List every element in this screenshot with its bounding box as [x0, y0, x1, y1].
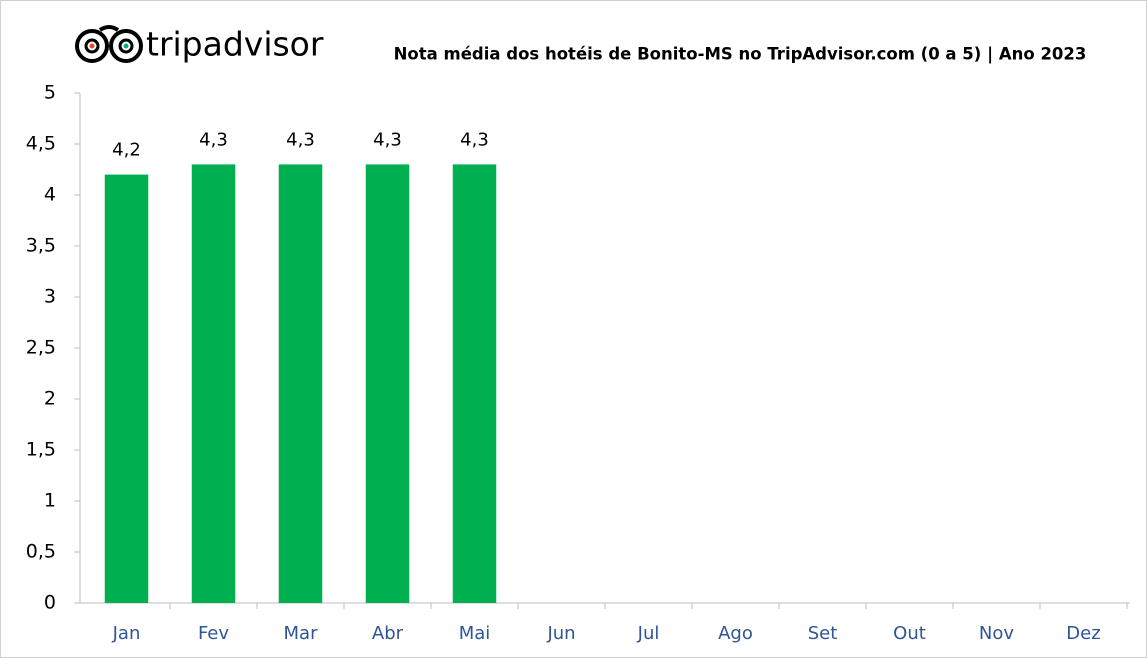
x-tick-label: Jan: [112, 623, 141, 644]
x-tick-label: Ago: [718, 623, 753, 644]
data-label: 4,2: [112, 140, 141, 161]
y-tick-label: 3,5: [26, 235, 56, 257]
data-label: 4,3: [460, 129, 489, 150]
data-label: 4,3: [373, 129, 402, 150]
bar: [104, 174, 149, 603]
y-tick-label: 5: [44, 82, 56, 104]
bar: [452, 164, 497, 603]
y-tick-label: 0: [44, 592, 56, 614]
x-tick-label: Jul: [637, 623, 660, 644]
y-tick-label: 2,5: [26, 337, 56, 359]
x-tick-label: Out: [893, 623, 926, 644]
y-tick-label: 2: [44, 388, 56, 410]
x-tick-label: Dez: [1066, 623, 1100, 644]
chart-title: Nota média dos hotéis de Bonito-MS no Tr…: [394, 45, 1087, 65]
x-tick-label: Jun: [546, 623, 575, 644]
x-tick-label: Set: [808, 623, 838, 644]
bar: [278, 164, 323, 603]
data-label: 4,3: [199, 129, 228, 150]
x-tick-label: Fev: [198, 623, 229, 644]
x-tick-label: Abr: [372, 623, 404, 644]
y-tick-label: 1: [44, 490, 56, 512]
x-tick-label: Mar: [284, 623, 319, 644]
data-label: 4,3: [286, 129, 315, 150]
y-tick-label: 0,5: [26, 541, 56, 563]
logo-icon: [75, 25, 143, 63]
x-tick-label: Mai: [459, 623, 491, 644]
y-tick-label: 3: [44, 286, 56, 308]
bar: [191, 164, 236, 603]
logo-text: tripadvisor: [146, 25, 324, 64]
bar: [365, 164, 410, 603]
y-tick-label: 4: [44, 184, 56, 206]
x-tick-label: Nov: [979, 623, 1014, 644]
y-tick-label: 1,5: [26, 439, 56, 461]
y-tick-label: 4,5: [26, 133, 56, 155]
